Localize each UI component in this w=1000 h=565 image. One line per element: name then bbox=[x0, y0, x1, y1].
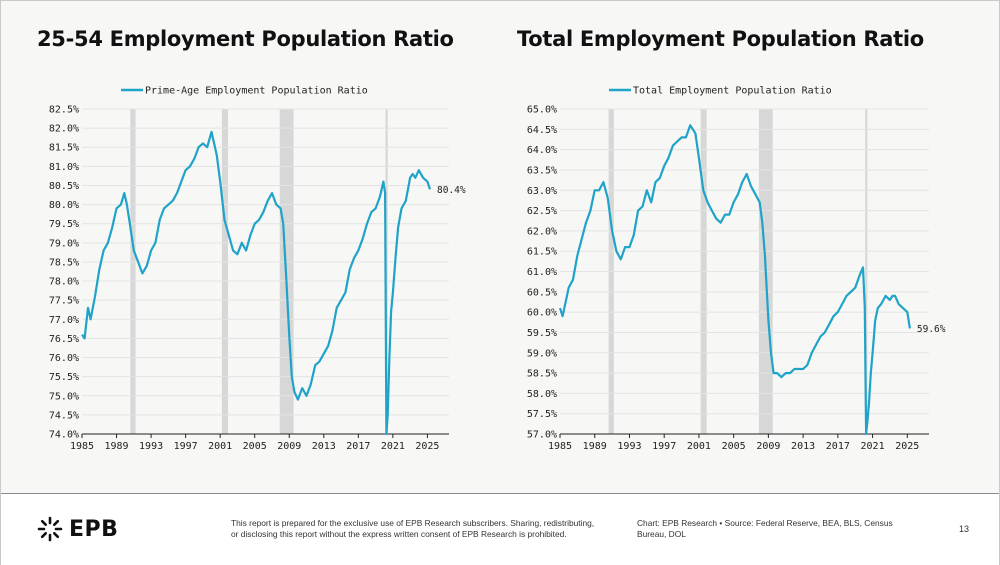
right-y-tick-label: 58.0% bbox=[527, 389, 557, 400]
right-y-tick-label: 61.5% bbox=[527, 247, 557, 258]
left-y-tick-label: 82.0% bbox=[49, 124, 79, 135]
left-x-tick-label: 2021 bbox=[381, 441, 405, 452]
right-y-tick-label: 64.0% bbox=[527, 145, 557, 156]
logo-text: EPB bbox=[69, 516, 119, 542]
sunburst-icon bbox=[37, 516, 63, 542]
left-y-tick-label: 81.5% bbox=[49, 143, 79, 154]
source-line-1: Chart: EPB Research • Source: Federal Re… bbox=[637, 518, 893, 528]
left-x-tick-label: 2013 bbox=[312, 441, 336, 452]
right-x-tick-label: 2021 bbox=[861, 441, 885, 452]
right-y-tick-label: 59.0% bbox=[527, 348, 557, 359]
left-y-tick-label: 74.0% bbox=[49, 430, 79, 441]
source-note: Chart: EPB Research • Source: Federal Re… bbox=[637, 518, 907, 540]
page-number: 13 bbox=[959, 524, 970, 534]
epb-logo: EPB bbox=[37, 516, 118, 542]
left-y-tick-label: 78.5% bbox=[49, 257, 79, 268]
right-series-line bbox=[558, 124, 911, 436]
left-y-tick-label: 75.0% bbox=[49, 391, 79, 402]
left-last-value-label: 80.4% bbox=[437, 185, 466, 196]
right-last-value-label: 59.6% bbox=[917, 324, 946, 335]
right-legend-label: Total Employment Population Ratio bbox=[633, 86, 832, 97]
right-y-tick-label: 57.0% bbox=[527, 430, 557, 441]
left-x-tick-label: 2009 bbox=[277, 441, 301, 452]
left-x-tick-label: 1989 bbox=[104, 441, 128, 452]
right-y-tick-label: 62.0% bbox=[527, 226, 557, 237]
left-x-tick-label: 2025 bbox=[415, 441, 439, 452]
left-y-tick-label: 82.5% bbox=[49, 105, 79, 116]
left-y-tick-label: 75.5% bbox=[49, 372, 79, 383]
right-y-tick-label: 64.5% bbox=[527, 125, 557, 136]
disclaimer-line-2: or disclosing this report without the ex… bbox=[231, 529, 567, 539]
right-x-tick-label: 1985 bbox=[548, 441, 572, 452]
right-y-tick-label: 57.5% bbox=[527, 409, 557, 420]
left-y-tick-label: 78.0% bbox=[49, 277, 79, 288]
right-line-chart: 65.0% 64.5% 64.0% 63.5% 63.0% 62.5% 62.0% 61.5%… bbox=[527, 86, 946, 453]
source-line-2: Bureau, DOL bbox=[637, 529, 686, 539]
left-line-chart: 82.5% 82.0% 81.5% 81.0% 80.5% 80.0% 79.5% 79.0%… bbox=[49, 86, 466, 453]
left-legend-label: Prime-Age Employment Population Ratio bbox=[145, 86, 368, 97]
right-x-tick-label: 2017 bbox=[826, 441, 850, 452]
left-y-tick-label: 76.5% bbox=[49, 334, 79, 345]
left-x-tick-label: 2005 bbox=[243, 441, 267, 452]
right-x-tick-label: 2013 bbox=[791, 441, 815, 452]
right-x-tick-label: 2005 bbox=[722, 441, 746, 452]
left-x-tick-label: 2001 bbox=[208, 441, 232, 452]
right-y-tick-label: 59.5% bbox=[527, 328, 557, 339]
left-y-tick-label: 80.5% bbox=[49, 181, 79, 192]
right-y-tick-label: 60.5% bbox=[527, 287, 557, 298]
right-x-tick-label: 2025 bbox=[895, 441, 919, 452]
right-y-tick-label: 63.5% bbox=[527, 165, 557, 176]
right-chart-title: Total Employment Population Ratio bbox=[517, 27, 924, 51]
right-x-tick-label: 1993 bbox=[617, 441, 641, 452]
disclaimer: This report is prepared for the exclusiv… bbox=[231, 518, 611, 540]
left-x-tick-label: 2017 bbox=[346, 441, 370, 452]
right-y-tick-label: 62.5% bbox=[527, 206, 557, 217]
right-x-tick-label: 2001 bbox=[687, 441, 711, 452]
left-x-tick-label: 1997 bbox=[174, 441, 198, 452]
left-y-tick-label: 79.0% bbox=[49, 238, 79, 249]
left-recession-band-1 bbox=[221, 109, 228, 434]
left-recession-band-0 bbox=[130, 109, 136, 434]
left-y-tick-label: 79.5% bbox=[49, 219, 79, 230]
right-y-tick-label: 61.0% bbox=[527, 267, 557, 278]
right-x-tick-label: 1997 bbox=[652, 441, 676, 452]
right-y-tick-label: 65.0% bbox=[527, 105, 557, 116]
left-y-tick-label: 81.0% bbox=[49, 162, 79, 173]
disclaimer-line-1: This report is prepared for the exclusiv… bbox=[231, 518, 595, 528]
left-series-line bbox=[81, 130, 432, 436]
right-x-tick-label: 2009 bbox=[756, 441, 780, 452]
left-x-tick-label: 1993 bbox=[139, 441, 163, 452]
right-y-tick-label: 60.0% bbox=[527, 308, 557, 319]
left-y-tick-label: 74.5% bbox=[49, 410, 79, 421]
right-y-tick-label: 58.5% bbox=[527, 369, 557, 380]
left-x-tick-label: 1985 bbox=[70, 441, 94, 452]
left-y-tick-label: 77.5% bbox=[49, 296, 79, 307]
left-y-tick-label: 77.0% bbox=[49, 315, 79, 326]
left-y-tick-label: 80.0% bbox=[49, 200, 79, 211]
right-y-tick-label: 63.0% bbox=[527, 186, 557, 197]
right-x-tick-label: 1989 bbox=[583, 441, 607, 452]
footer: EPB This report is prepared for the excl… bbox=[1, 493, 999, 565]
left-chart-title: 25-54 Employment Population Ratio bbox=[37, 27, 454, 51]
left-y-tick-label: 76.0% bbox=[49, 353, 79, 364]
